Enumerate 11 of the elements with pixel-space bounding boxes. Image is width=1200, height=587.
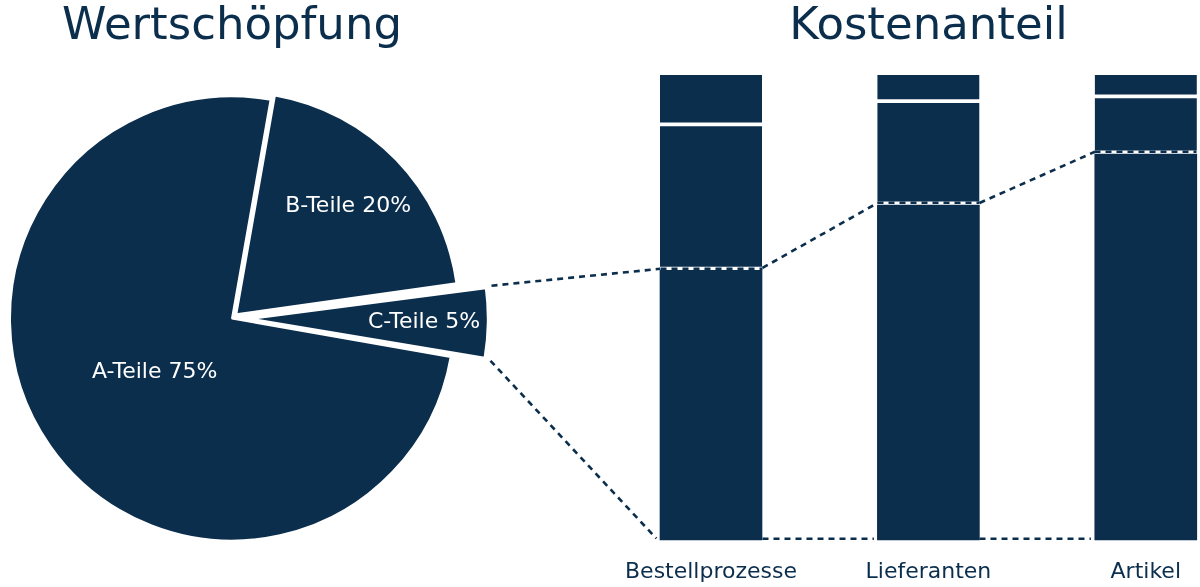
x-tick-label: Bestellprozesse <box>624 557 798 583</box>
data-label: 20% <box>362 192 412 218</box>
chart-title: Wertschöpfung <box>62 0 402 50</box>
slice-label: A-Teile <box>92 358 162 384</box>
data-label: 75% <box>168 358 218 384</box>
x-tick-label: Artikel <box>1110 557 1181 583</box>
chart-title: Kostenanteil <box>789 0 1068 50</box>
x-tick-label: Lieferanten <box>865 557 992 583</box>
data-label: 5% <box>445 307 481 333</box>
slice-label: C-Teile <box>367 307 439 333</box>
slice-label: B-Teile <box>285 192 356 218</box>
